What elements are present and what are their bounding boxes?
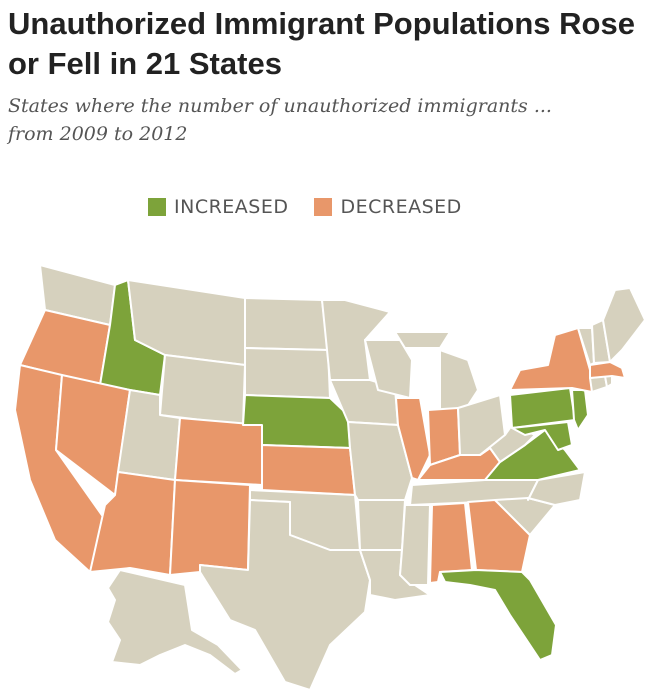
legend: INCREASED DECREASED bbox=[148, 196, 488, 218]
state-maine bbox=[602, 287, 646, 363]
state-arkansas bbox=[357, 499, 406, 551]
state-alaska bbox=[107, 569, 243, 675]
state-colorado bbox=[174, 417, 263, 486]
state-massachusetts bbox=[589, 361, 626, 379]
legend-label-decreased: DECREASED bbox=[340, 196, 462, 218]
state-kansas bbox=[261, 444, 356, 496]
state-north-dakota bbox=[244, 297, 329, 351]
us-states-map bbox=[14, 264, 646, 691]
state-mississippi bbox=[399, 504, 431, 586]
state-rhode-island bbox=[604, 375, 613, 388]
legend-swatch-increased bbox=[148, 198, 166, 216]
state-new-mexico bbox=[169, 479, 251, 576]
chart-subtitle: States where the number of unauthorized … bbox=[8, 95, 552, 145]
legend-item-increased: INCREASED bbox=[148, 196, 288, 218]
state-wisconsin bbox=[364, 339, 413, 399]
state-michigan bbox=[394, 331, 479, 413]
state-wyoming bbox=[159, 354, 246, 426]
state-new-york bbox=[509, 327, 593, 393]
state-west-virginia bbox=[479, 424, 536, 463]
chart-title: Unauthorized Immigrant Populations Rose … bbox=[8, 6, 635, 81]
state-georgia bbox=[467, 499, 531, 573]
state-florida bbox=[439, 569, 557, 661]
state-south-dakota bbox=[244, 347, 331, 399]
state-texas bbox=[199, 499, 371, 691]
legend-item-decreased: DECREASED bbox=[314, 196, 461, 218]
state-arizona bbox=[89, 471, 176, 576]
legend-swatch-decreased bbox=[314, 198, 333, 216]
legend-label-increased: INCREASED bbox=[174, 196, 289, 218]
state-maryland bbox=[511, 421, 573, 451]
state-new-jersey bbox=[571, 389, 589, 431]
